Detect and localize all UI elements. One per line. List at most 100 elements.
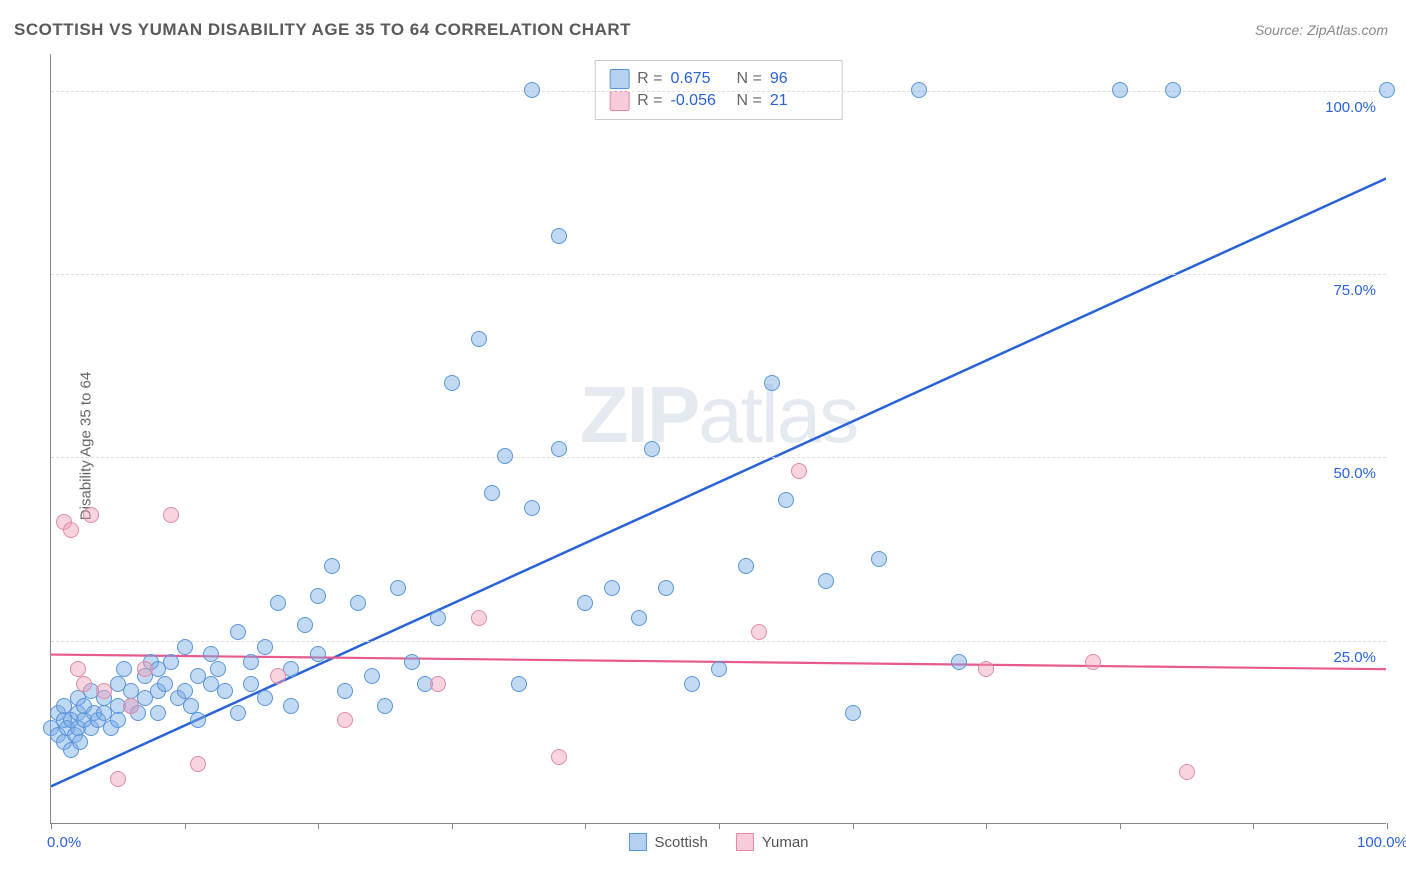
data-point [390, 580, 406, 596]
data-point [110, 771, 126, 787]
data-point [684, 676, 700, 692]
legend-n-value: 21 [770, 92, 828, 110]
data-point [778, 492, 794, 508]
chart-container: SCOTTISH VS YUMAN DISABILITY AGE 35 TO 6… [0, 0, 1406, 892]
legend-swatch [628, 833, 646, 851]
data-point [471, 610, 487, 626]
data-point [183, 698, 199, 714]
legend-row: R =0.675N =96 [609, 69, 828, 89]
data-point [350, 595, 366, 611]
watermark: ZIPatlas [580, 369, 857, 461]
x-tick-mark [1120, 823, 1121, 829]
data-point [644, 441, 660, 457]
data-point [63, 522, 79, 538]
legend-swatch [609, 69, 629, 89]
x-tick-mark [853, 823, 854, 829]
data-point [951, 654, 967, 670]
data-point [116, 661, 132, 677]
data-point [230, 705, 246, 721]
data-point [72, 734, 88, 750]
data-point [297, 617, 313, 633]
data-point [551, 749, 567, 765]
data-point [404, 654, 420, 670]
gridline [51, 641, 1386, 642]
data-point [377, 698, 393, 714]
data-point [83, 507, 99, 523]
data-point [764, 375, 780, 391]
data-point [978, 661, 994, 677]
data-point [524, 82, 540, 98]
data-point [1379, 82, 1395, 98]
data-point [551, 441, 567, 457]
data-point [150, 705, 166, 721]
data-point [163, 507, 179, 523]
x-tick-mark [318, 823, 319, 829]
data-point [471, 331, 487, 347]
data-point [1085, 654, 1101, 670]
series-legend: Scottish Yuman [628, 833, 808, 851]
data-point [210, 661, 226, 677]
x-tick-mark [452, 823, 453, 829]
data-point [76, 676, 92, 692]
data-point [70, 661, 86, 677]
data-point [791, 463, 807, 479]
legend-label: Scottish [654, 834, 707, 851]
data-point [444, 375, 460, 391]
legend-n-key: N = [737, 70, 762, 88]
data-point [96, 683, 112, 699]
trend-line [51, 179, 1386, 787]
data-point [524, 500, 540, 516]
data-point [751, 624, 767, 640]
data-point [270, 668, 286, 684]
data-point [123, 698, 139, 714]
gridline [51, 457, 1386, 458]
y-tick-label: 100.0% [1325, 99, 1376, 116]
data-point [137, 661, 153, 677]
data-point [243, 676, 259, 692]
data-point [364, 668, 380, 684]
gridline [51, 91, 1386, 92]
legend-row: R =-0.056N =21 [609, 91, 828, 111]
legend-item: Yuman [736, 833, 809, 851]
y-tick-label: 50.0% [1333, 465, 1376, 482]
data-point [110, 712, 126, 728]
data-point [430, 610, 446, 626]
data-point [1112, 82, 1128, 98]
source-attribution: Source: ZipAtlas.com [1255, 22, 1388, 38]
data-point [337, 683, 353, 699]
data-point [257, 690, 273, 706]
data-point [1179, 764, 1195, 780]
data-point [738, 558, 754, 574]
data-point [324, 558, 340, 574]
legend-r-key: R = [637, 70, 662, 88]
data-point [190, 756, 206, 772]
gridline [51, 274, 1386, 275]
data-point [157, 676, 173, 692]
x-tick-mark [986, 823, 987, 829]
data-point [845, 705, 861, 721]
chart-title: SCOTTISH VS YUMAN DISABILITY AGE 35 TO 6… [14, 20, 631, 40]
data-point [430, 676, 446, 692]
data-point [551, 228, 567, 244]
data-point [337, 712, 353, 728]
plot-area: ZIPatlas R =0.675N =96R =-0.056N =21 Sco… [50, 54, 1386, 824]
data-point [871, 551, 887, 567]
y-tick-label: 75.0% [1333, 282, 1376, 299]
y-tick-label: 25.0% [1333, 649, 1376, 666]
x-tick-mark [719, 823, 720, 829]
x-tick-label: 100.0% [1357, 834, 1406, 851]
legend-swatch [609, 91, 629, 111]
data-point [163, 654, 179, 670]
data-point [217, 683, 233, 699]
legend-item: Scottish [628, 833, 707, 851]
x-tick-mark [585, 823, 586, 829]
data-point [497, 448, 513, 464]
x-tick-mark [1387, 823, 1388, 829]
data-point [230, 624, 246, 640]
data-point [243, 654, 259, 670]
x-tick-mark [1253, 823, 1254, 829]
legend-r-value: -0.056 [671, 92, 729, 110]
x-tick-mark [185, 823, 186, 829]
data-point [711, 661, 727, 677]
data-point [177, 683, 193, 699]
